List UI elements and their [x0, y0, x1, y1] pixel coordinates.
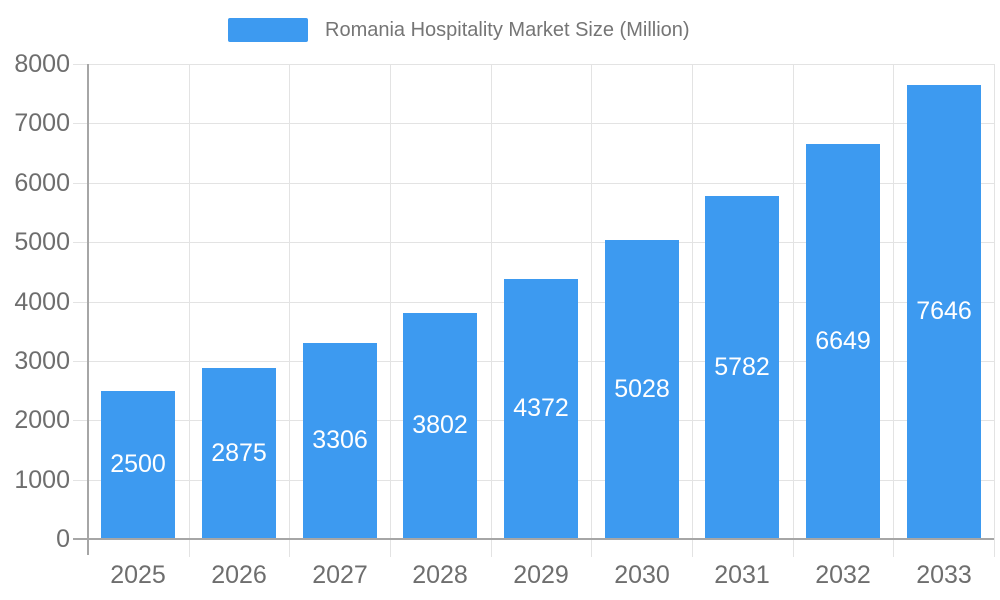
x-gridline — [793, 64, 794, 557]
bar-value-label: 6649 — [815, 326, 871, 355]
legend-swatch-icon — [228, 18, 308, 42]
y-axis-label: 4000 — [14, 288, 70, 316]
y-axis-label: 1000 — [14, 466, 70, 494]
y-gridline — [73, 123, 994, 124]
bar-value-label: 3306 — [312, 426, 368, 454]
x-axis-label: 2032 — [815, 561, 871, 589]
bar-value-label: 5782 — [714, 352, 770, 381]
y-axis-label: 8000 — [14, 50, 70, 78]
x-gridline — [289, 64, 290, 557]
bar-value-label: 2500 — [110, 450, 166, 478]
legend-item[interactable]: Romania Hospitality Market Size (Million… — [228, 16, 690, 44]
x-axis-line — [73, 538, 994, 540]
x-axis-label: 2025 — [110, 561, 166, 589]
bar-2028[interactable]: 3802 — [403, 313, 477, 538]
y-axis-line — [87, 64, 89, 555]
y-axis-label: 7000 — [14, 109, 70, 137]
x-axis-label: 2029 — [513, 561, 569, 589]
x-axis-label: 2028 — [412, 561, 468, 589]
y-gridline — [73, 64, 994, 65]
bar-2025[interactable]: 2500 — [101, 391, 175, 538]
x-axis-label: 2027 — [312, 561, 368, 589]
x-gridline — [994, 64, 995, 557]
bar-value-label: 2875 — [211, 438, 267, 467]
x-gridline — [189, 64, 190, 557]
bar-2033[interactable]: 7646 — [907, 85, 981, 538]
bar-2027[interactable]: 3306 — [303, 343, 377, 538]
bar-2030[interactable]: 5028 — [605, 240, 679, 538]
x-gridline — [591, 64, 592, 557]
bar-value-label: 5028 — [614, 374, 670, 403]
bar-value-label: 7646 — [916, 297, 972, 325]
bar-2032[interactable]: 6649 — [806, 144, 880, 538]
bar-2026[interactable]: 2875 — [202, 368, 276, 538]
bar-value-label: 4372 — [513, 394, 569, 422]
x-axis-label: 2026 — [211, 561, 267, 589]
y-axis-label: 0 — [56, 525, 70, 553]
y-axis-label: 3000 — [14, 347, 70, 375]
y-axis-label: 5000 — [14, 228, 70, 256]
bar-value-label: 3802 — [412, 411, 468, 439]
x-gridline — [893, 64, 894, 557]
x-gridline — [390, 64, 391, 557]
x-gridline — [491, 64, 492, 557]
x-axis-label: 2033 — [916, 561, 972, 589]
bar-2031[interactable]: 5782 — [705, 196, 779, 538]
bar-2029[interactable]: 4372 — [504, 279, 578, 538]
legend-label: Romania Hospitality Market Size (Million… — [325, 19, 690, 41]
x-gridline — [692, 64, 693, 557]
x-axis-label: 2030 — [614, 561, 670, 589]
x-axis-label: 2031 — [714, 561, 770, 589]
y-axis-label: 2000 — [14, 406, 70, 434]
y-gridline — [73, 242, 994, 243]
y-gridline — [73, 183, 994, 184]
y-axis-label: 6000 — [14, 169, 70, 197]
